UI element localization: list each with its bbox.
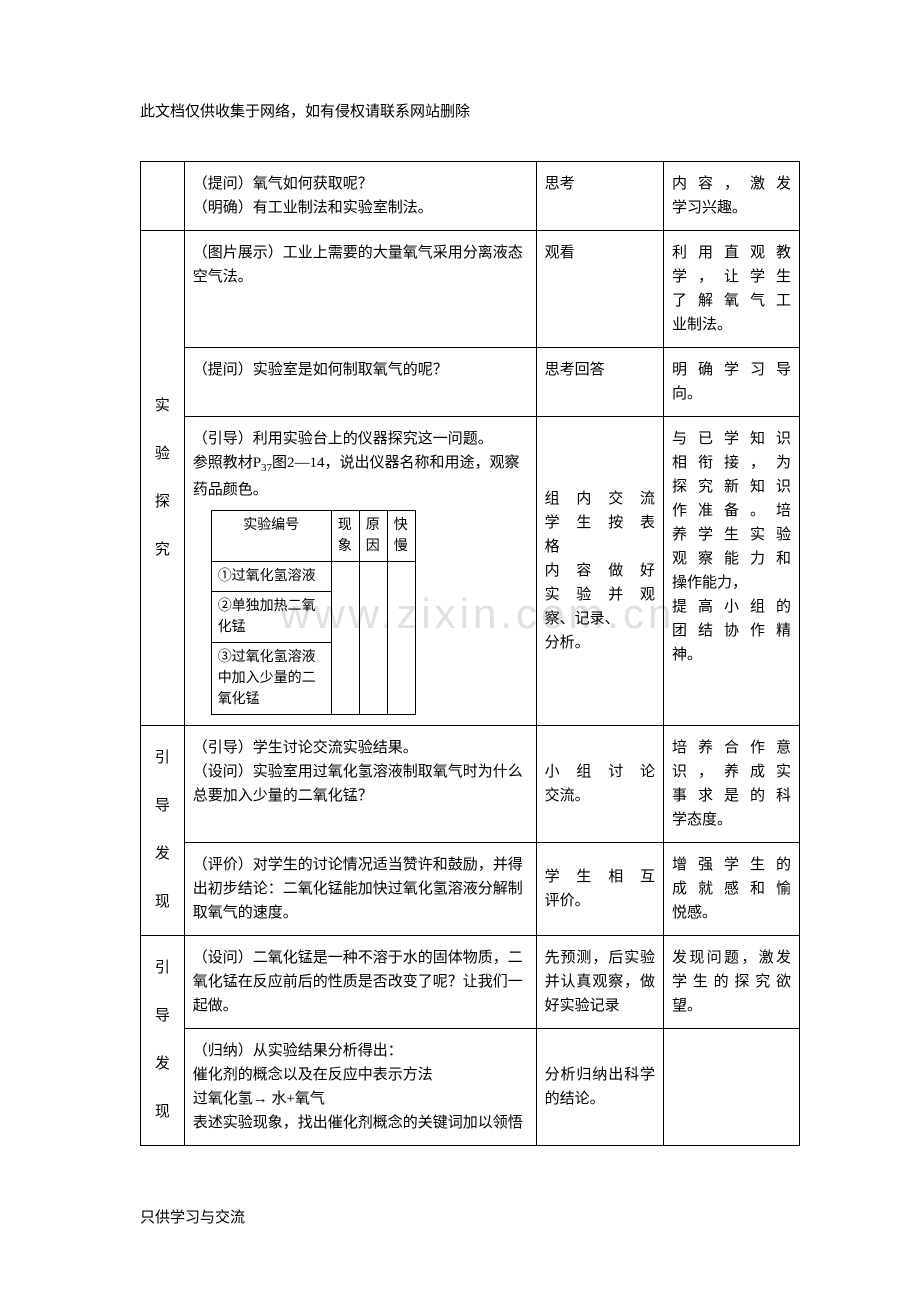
inner-cell: ①过氧化氢溶液 — [211, 561, 331, 591]
purpose: 培养合作意识，养成实事求是的科学态度。 — [664, 725, 800, 842]
student-activity: 小组讨论交流。 — [536, 725, 663, 842]
student-activity: 思考回答 — [536, 348, 663, 417]
purpose — [664, 1028, 800, 1145]
table-row: （归纳）从实验结果分析得出： 催化剂的概念以及在反应中表示方法 过氧化氢→ 水+… — [141, 1028, 800, 1145]
teacher-activity: （归纳）从实验结果分析得出： 催化剂的概念以及在反应中表示方法 过氧化氢→ 水+… — [184, 1028, 536, 1145]
purpose: 内容，激发学习兴趣。 — [664, 162, 800, 231]
student-activity: 学生相互评价。 — [536, 842, 663, 935]
inner-cell: ②单独加热二氧化锰 — [211, 591, 331, 642]
table-row: 引 导 发 现 （设问）二氧化锰是一种不溶于水的固体物质，二氧化锰在反应前后的性… — [141, 935, 800, 1028]
table-row: （提问）氧气如何获取呢？ （明确）有工业制法和实验室制法。 思考 内容，激发学习… — [141, 162, 800, 231]
purpose: 增强学生的成就感和愉悦感。 — [664, 842, 800, 935]
stage-label: 引 导 发 现 — [141, 935, 185, 1145]
table-row: 实 验 探 究 （图片展示）工业上需要的大量氧气采用分离液态空气法。 观看 利用… — [141, 231, 800, 348]
teacher-activity: （设问）二氧化锰是一种不溶于水的固体物质，二氧化锰在反应前后的性质是否改变了呢？… — [184, 935, 536, 1028]
lesson-table: （提问）氧气如何获取呢？ （明确）有工业制法和实验室制法。 思考 内容，激发学习… — [140, 161, 800, 1146]
student-activity: 先预测，后实验并认真观察，做好实验记录 — [536, 935, 663, 1028]
student-activity: 组内交流 学生按表 格 内容做好 实验并观 察、记录、 分析。 — [536, 417, 663, 726]
student-activity: 思考 — [536, 162, 663, 231]
purpose: 与已学知识 相衔接，为 探究新知识 作准备。培 养学生实验 观察能力和 操作能力… — [664, 417, 800, 726]
stage-label: 引 导 发 现 — [141, 725, 185, 935]
purpose: 发现问题，激发学生的探究欲望。 — [664, 935, 800, 1028]
purpose: 明确学习导向。 — [664, 348, 800, 417]
table-row: （提问）实验室是如何制取氧气的呢？ 思考回答 明确学习导向。 — [141, 348, 800, 417]
inner-header: 现象 — [331, 510, 359, 561]
inner-header: 快慢 — [387, 510, 415, 561]
teacher-activity: （提问）实验室是如何制取氧气的呢？ — [184, 348, 536, 417]
inner-header: 原因 — [359, 510, 387, 561]
page-header: 此文档仅供收集于网络，如有侵权请联系网站删除 — [140, 100, 800, 121]
inner-cell: ③过氧化氢溶液中加入少量的二氧化锰 — [211, 642, 331, 714]
inner-header: 实验编号 — [211, 510, 331, 561]
teacher-activity: （引导）学生讨论交流实验结果。 （设问）实验室用过氧化氢溶液制取氧气时为什么总要… — [184, 725, 536, 842]
teacher-activity: （评价）对学生的讨论情况适当赞许和鼓励，并得出初步结论：二氧化锰能加快过氧化氢溶… — [184, 842, 536, 935]
teacher-activity: （提问）氧气如何获取呢？ （明确）有工业制法和实验室制法。 — [184, 162, 536, 231]
student-activity: 观看 — [536, 231, 663, 348]
student-activity: 分析归纳出科学的结论。 — [536, 1028, 663, 1145]
table-row: （引导）利用实验台上的仪器探究这一问题。 参照教材P37图2—14，说出仪器名称… — [141, 417, 800, 726]
teacher-activity: （图片展示）工业上需要的大量氧气采用分离液态空气法。 — [184, 231, 536, 348]
page-footer: 只供学习与交流 — [140, 1206, 800, 1227]
table-row: （评价）对学生的讨论情况适当赞许和鼓励，并得出初步结论：二氧化锰能加快过氧化氢溶… — [141, 842, 800, 935]
purpose: 利用直观教学，让学生了解氧气工业制法。 — [664, 231, 800, 348]
teacher-activity: （引导）利用实验台上的仪器探究这一问题。 参照教材P37图2—14，说出仪器名称… — [184, 417, 536, 726]
table-row: 引 导 发 现 （引导）学生讨论交流实验结果。 （设问）实验室用过氧化氢溶液制取… — [141, 725, 800, 842]
stage-label — [141, 162, 185, 231]
experiment-table: 实验编号 现象 原因 快慢 ①过氧化氢溶液 ②单独加热二氧化锰 ③过氧化氢溶液中… — [211, 510, 416, 715]
stage-label: 实 验 探 究 — [141, 231, 185, 726]
